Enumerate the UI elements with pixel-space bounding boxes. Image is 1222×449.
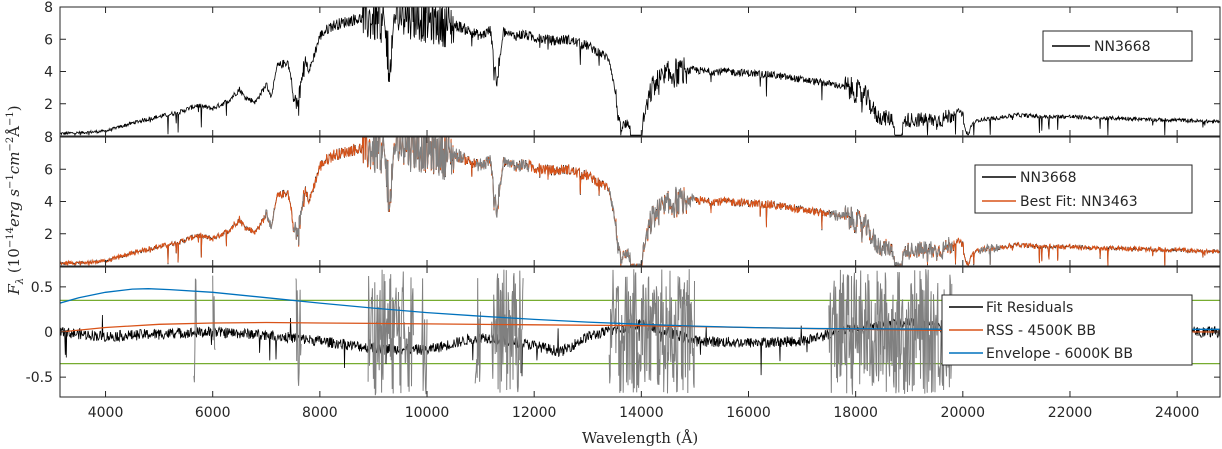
masked-region-middle-6 <box>978 243 1001 265</box>
legend-bottom: Fit Residuals RSS - 4500K BB Envelope - … <box>941 294 1193 366</box>
panel-middle-fit: 2 4 6 8 NN3668 Best Fit: NN3463 <box>44 130 1221 267</box>
masked-region-middle-1 <box>292 193 304 246</box>
xtick-label-1: 6000 <box>195 405 231 421</box>
xtick-label-9: 22000 <box>1048 405 1093 421</box>
masked-region-middle-3 <box>475 155 530 218</box>
masked-region-middle-5 <box>828 205 953 266</box>
masked-region-middle-2 <box>367 137 465 212</box>
top-ytick-label-3: 8 <box>44 0 53 16</box>
panel-bottom-residuals: -0.5 0 0.5 4000 6000 8000 10000 12000 14000 1600… <box>26 7 1221 421</box>
top-ytick-label-1: 4 <box>44 65 53 81</box>
xtick-label-4: 12000 <box>512 405 557 421</box>
masked-region-bottom-0 <box>193 278 197 383</box>
masked-region-bottom-7 <box>608 269 695 394</box>
top-ytick-label-0: 2 <box>44 97 53 113</box>
masked-region-middle-4 <box>608 186 696 266</box>
legend-bottom-box <box>941 294 1193 366</box>
top-ytick-label-2: 6 <box>44 32 53 48</box>
middle-ytick-label-1: 4 <box>44 195 53 211</box>
xtick-label-5: 14000 <box>619 405 664 421</box>
masked-region-bottom-2 <box>295 278 302 386</box>
masked-region-bottom-4 <box>421 278 428 395</box>
legend-middle-entry-bestfit: Best Fit: NN3463 <box>1020 194 1138 210</box>
masked-region-bottom-3 <box>367 269 414 396</box>
masked-region-bottom-8 <box>828 269 953 395</box>
series-nn3668-top <box>60 7 1220 136</box>
middle-ytick-label-2: 6 <box>44 162 53 178</box>
masked-region-bottom-5 <box>474 278 481 384</box>
xtick-label-6: 16000 <box>726 405 771 421</box>
series-rss-4500k-bb <box>60 321 1220 333</box>
legend-middle: NN3668 Best Fit: NN3463 <box>974 164 1193 214</box>
xtick-label-3: 10000 <box>405 405 450 421</box>
masked-region-bottom-1 <box>212 275 216 351</box>
bottom-ytick-label-0: -0.5 <box>26 370 53 386</box>
legend-middle-entry-nn3668: NN3668 <box>1020 170 1077 186</box>
xtick-label-10: 24000 <box>1155 405 1200 421</box>
legend-bottom-entry-residuals: Fit Residuals <box>986 300 1073 316</box>
masked-region-middle-0 <box>263 207 275 230</box>
xtick-label-0: 4000 <box>88 405 124 421</box>
legend-bottom-entry-rss: RSS - 4500K BB <box>986 323 1096 339</box>
middle-ytick-label-0: 2 <box>44 227 53 243</box>
legend-middle-box <box>974 164 1193 214</box>
masked-region-bottom-6 <box>490 269 524 393</box>
xtick-label-7: 18000 <box>833 405 878 421</box>
middle-ytick-label-3: 8 <box>44 130 53 146</box>
legend-top: NN3668 <box>1042 30 1193 62</box>
bottom-ytick-label-1: 0 <box>44 325 53 341</box>
legend-top-entry-nn3668: NN3668 <box>1094 39 1151 55</box>
panel-top-spectrum: 2 4 6 8 NN3668 <box>44 0 1221 137</box>
xtick-label-8: 20000 <box>941 405 986 421</box>
bottom-ytick-label-2: 0.5 <box>31 280 53 296</box>
xtick-label-2: 8000 <box>302 405 338 421</box>
x-axis-label: Wavelength (Å) <box>582 429 698 447</box>
y-axis-label: Fλ (10−14erg s−1cm−2Å−1) <box>5 105 26 295</box>
y-axis-label-text: Fλ (10−14erg s−1cm−2Å−1) <box>5 105 26 295</box>
legend-bottom-entry-envelope: Envelope - 6000K BB <box>986 346 1133 362</box>
series-envelope-6000k-bb <box>60 288 1220 330</box>
